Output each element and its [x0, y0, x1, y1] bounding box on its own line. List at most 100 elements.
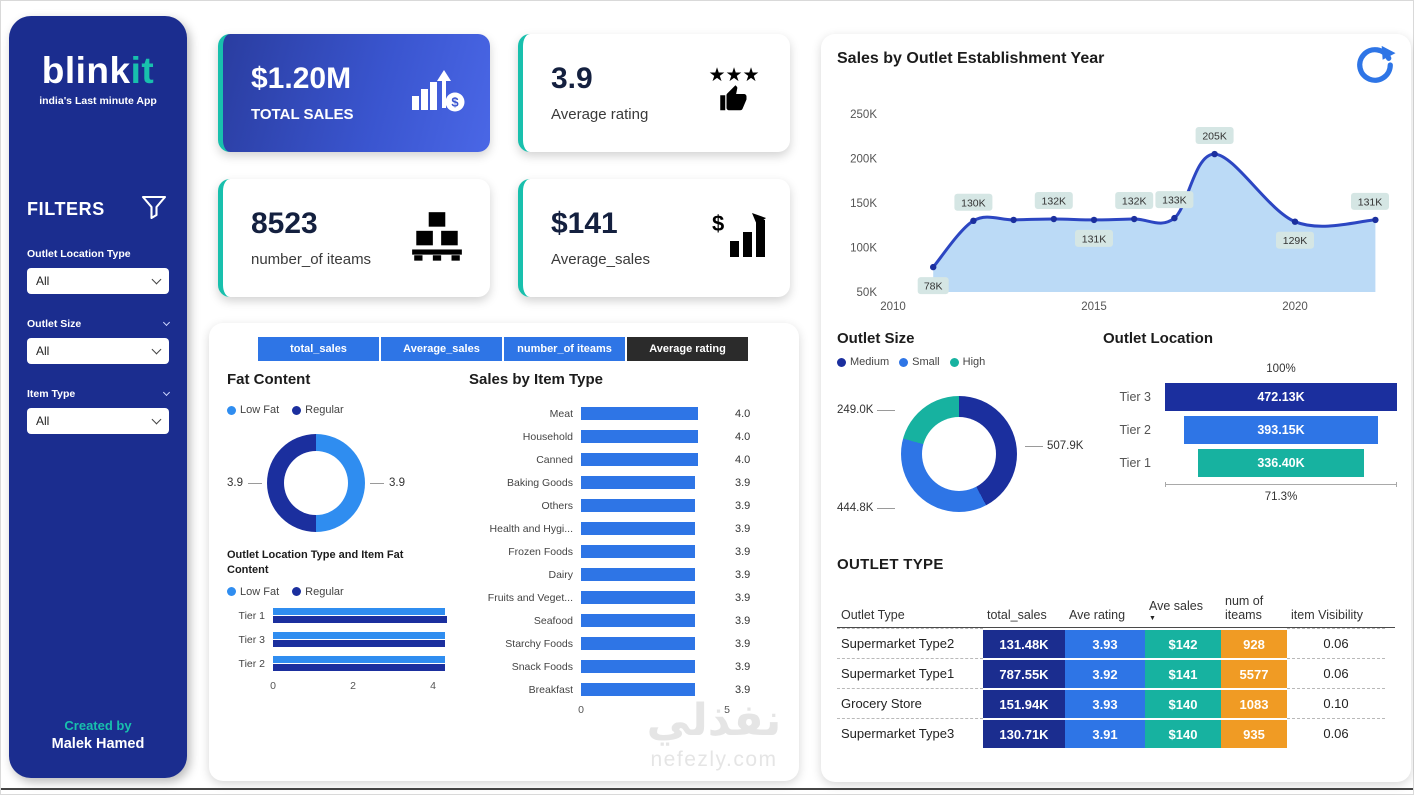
table-row: Supermarket Type3 130.71K 3.91 $140 935 0.06 — [837, 718, 1395, 748]
funnel-bar-tier-3[interactable]: 472.13K — [1165, 383, 1397, 411]
svg-text:2015: 2015 — [1081, 301, 1107, 313]
legend-label: Low Fat — [240, 404, 280, 416]
item-row-health-and-hygi: Health and Hygi... 3.9 — [469, 517, 783, 540]
bar-regular[interactable] — [273, 615, 447, 623]
collapse-chevron-icon[interactable] — [162, 318, 171, 326]
collapse-chevron-icon[interactable] — [162, 388, 171, 396]
kpi-card-number-of-items: 8523 number_of iteams — [218, 179, 490, 297]
bar-low-fat[interactable] — [273, 655, 445, 663]
item-value-label: 3.9 — [735, 545, 751, 558]
tab-average-rating[interactable]: Average rating — [627, 337, 748, 361]
item-value-label: 3.9 — [735, 568, 751, 581]
filter-outlet-size: Outlet Size All — [27, 318, 171, 364]
filter-label: Outlet Location Type — [27, 248, 131, 260]
filter-label-row: Outlet Size — [27, 318, 171, 330]
filter-dropdown-outlet-size[interactable]: All — [27, 338, 169, 364]
outlet-size-title: Outlet Size — [837, 330, 915, 347]
column-header-num-of-iteams[interactable]: num of iteams — [1221, 581, 1287, 627]
item-bar[interactable] — [581, 545, 695, 558]
item-bar[interactable] — [581, 430, 698, 443]
svg-text:50K: 50K — [857, 287, 878, 299]
callout-line — [877, 507, 896, 509]
fat-content-donut[interactable] — [267, 434, 365, 532]
item-row-frozen-foods: Frozen Foods 3.9 — [469, 540, 783, 563]
svg-text:$: $ — [451, 94, 459, 109]
item-bar[interactable] — [581, 637, 695, 650]
callout-line — [370, 482, 384, 484]
item-bar-track — [581, 614, 727, 627]
outlet-size-donut[interactable] — [901, 396, 1017, 512]
column-header-item-visibility[interactable]: item Visibility — [1287, 581, 1385, 627]
stars-thumbs-up-icon: ★★★ — [700, 64, 766, 123]
bar-regular[interactable] — [273, 663, 445, 671]
item-bar[interactable] — [581, 660, 695, 673]
item-bar-track — [581, 430, 727, 443]
metric-tab-bar: total_sales Average_sales number_of iteams… — [258, 337, 783, 361]
column-header-total-sales[interactable]: total_sales — [983, 581, 1065, 627]
item-bar[interactable] — [581, 522, 695, 535]
pallet-boxes-icon — [408, 210, 466, 267]
cell-total-sales: 787.55K — [983, 658, 1065, 688]
item-bar[interactable] — [581, 407, 698, 420]
column-header-label: num of iteams — [1225, 594, 1264, 622]
kpi-card-total-sales: $1.20M TOTAL SALES $ — [218, 34, 490, 152]
item-row-starchy-foods: Starchy Foods 3.9 — [469, 632, 783, 655]
svg-text:133K: 133K — [1162, 195, 1187, 207]
filter-dropdown-item-type[interactable]: All — [27, 408, 169, 434]
metrics-panel: total_sales Average_sales number_of iteams… — [209, 323, 799, 781]
cell-item-visibility: 0.10 — [1287, 688, 1385, 718]
tab-average-sales[interactable]: Average_sales — [381, 337, 502, 361]
sort-descending-icon: ▼ — [1149, 615, 1156, 622]
item-row-snack-foods: Snack Foods 3.9 — [469, 655, 783, 678]
x-tick: 4 — [430, 679, 436, 692]
item-category-label: Canned — [536, 453, 573, 466]
item-bar[interactable] — [581, 683, 695, 696]
item-bar[interactable] — [581, 453, 698, 466]
item-row-canned: Canned 4.0 — [469, 448, 783, 471]
item-bar[interactable] — [581, 614, 695, 627]
legend-item-small: Small — [899, 356, 940, 368]
outlet-type-table-title: OUTLET TYPE — [837, 556, 944, 573]
filter-dropdown-outlet-location-type[interactable]: All — [27, 268, 169, 294]
tab-total-sales[interactable]: total_sales — [258, 337, 379, 361]
refresh-button[interactable] — [1353, 44, 1397, 88]
tier-bars — [273, 655, 449, 672]
item-bar[interactable] — [581, 476, 695, 489]
svg-text:132K: 132K — [1042, 196, 1067, 208]
tier-bars — [273, 607, 449, 624]
item-value-label: 4.0 — [735, 430, 751, 443]
item-category-label: Dairy — [548, 568, 573, 581]
svg-text:130K: 130K — [961, 197, 986, 209]
table-header-row: Outlet Type total_sales Ave rating Ave sale… — [837, 581, 1395, 628]
item-row-dairy: Dairy 3.9 — [469, 563, 783, 586]
legend-item-regular: Regular — [292, 586, 344, 598]
item-bar[interactable] — [581, 568, 695, 581]
item-bar[interactable] — [581, 591, 695, 604]
legend-dot — [837, 357, 846, 367]
item-value-label: 3.9 — [735, 591, 751, 604]
dollar-rising-bars-icon: $ — [710, 211, 766, 266]
item-bar[interactable] — [581, 499, 695, 512]
column-header-ave-sales[interactable]: Ave sales ▼ — [1145, 581, 1221, 627]
filter-selected-value: All — [36, 344, 50, 358]
funnel-bar-tier-2[interactable]: 393.15K — [1184, 416, 1378, 444]
item-row-baking-goods: Baking Goods 3.9 — [469, 471, 783, 494]
tab-number-of-iteams[interactable]: number_of iteams — [504, 337, 625, 361]
funnel-bar-tier-1[interactable]: 336.40K — [1198, 449, 1364, 477]
svg-text:$: $ — [712, 211, 724, 236]
legend-item-high: High — [949, 356, 985, 368]
item-row-household: Household 4.0 — [469, 425, 783, 448]
cell-num-of-iteams: 5577 — [1221, 658, 1287, 688]
column-header-outlet-type[interactable]: Outlet Type — [837, 581, 983, 627]
fat-content-donut-chart: 3.9 3.9 — [227, 434, 461, 532]
bar-low-fat[interactable] — [273, 607, 445, 615]
filter-label: Outlet Size — [27, 318, 82, 330]
bar-low-fat[interactable] — [273, 631, 445, 639]
column-header-ave-rating[interactable]: Ave rating — [1065, 581, 1145, 627]
legend-label: Small — [912, 356, 940, 368]
bar-regular[interactable] — [273, 639, 445, 647]
tier-x-axis: 0 2 4 — [270, 679, 449, 694]
tier-row-tier-2: Tier 2 — [227, 655, 461, 672]
cell-outlet-type: Supermarket Type2 — [837, 628, 983, 658]
